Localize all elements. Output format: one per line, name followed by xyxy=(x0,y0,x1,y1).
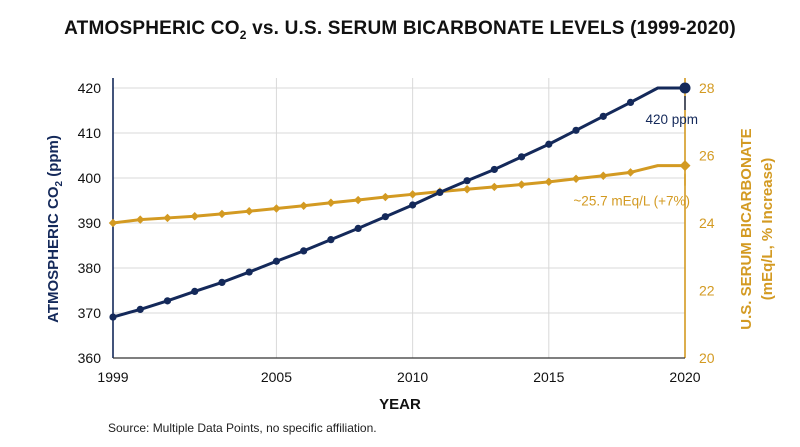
annotations: 420 ppm ~25.7 mEq/L (+7%) xyxy=(573,96,698,209)
chart-title: ATMOSPHERIC CO2 vs. U.S. SERUM BICARBONA… xyxy=(64,18,736,42)
co2-point xyxy=(163,297,172,305)
bicarb-point xyxy=(408,190,417,199)
bicarb-point xyxy=(571,174,581,183)
y-tick-label-left: 420 xyxy=(78,80,102,96)
bicarb-point xyxy=(381,192,390,202)
annotation-co2-420ppm: 420 ppm xyxy=(645,112,698,127)
co2-point xyxy=(436,188,444,196)
bicarb-point xyxy=(353,195,363,205)
bicarb-point xyxy=(599,171,608,180)
co2-point xyxy=(381,213,389,221)
annotation-bicarb-25-7: ~25.7 mEq/L (+7%) xyxy=(573,194,690,209)
co2-point xyxy=(354,224,362,232)
y-ticks-right: 20 22 24 26 28 xyxy=(699,80,715,366)
co2-point xyxy=(327,236,335,244)
bicarb-point xyxy=(108,218,118,228)
x-tick-label: 1999 xyxy=(97,369,128,385)
x-axis-label: YEAR xyxy=(379,396,421,413)
y-tick-label-left: 410 xyxy=(78,125,102,141)
bicarb-line xyxy=(112,164,685,225)
co2-point xyxy=(517,153,526,161)
bicarb-point xyxy=(626,168,635,177)
bicarb-point xyxy=(326,198,336,207)
bicarb-point xyxy=(462,185,472,194)
co2-point xyxy=(679,82,691,94)
bicarb-point xyxy=(272,204,281,213)
co2-point xyxy=(245,268,253,276)
x-tick-label: 2015 xyxy=(533,369,564,385)
source-note: Source: Multiple Data Points, no specifi… xyxy=(108,421,377,435)
x-tick-label: 2005 xyxy=(261,369,292,385)
co2-point xyxy=(572,126,580,134)
y-ticks-left: 360 370 380 390 400 410 420 xyxy=(78,80,102,366)
bicarb-point xyxy=(679,160,691,172)
x-tick-label: 2020 xyxy=(669,369,700,385)
bicarb-point xyxy=(163,213,172,223)
y-tick-label-right: 22 xyxy=(699,283,715,299)
x-tick-label: 2010 xyxy=(397,369,428,385)
y-tick-label-right: 26 xyxy=(699,148,715,164)
y-tick-label-left: 360 xyxy=(78,350,102,366)
x-ticks: 1999 2005 2010 2015 2020 xyxy=(97,369,700,385)
co2-point xyxy=(272,257,281,265)
y-tick-label-left: 390 xyxy=(78,215,102,231)
y-tick-label-right: 28 xyxy=(699,80,715,96)
co2-point xyxy=(218,278,226,286)
co2-point xyxy=(490,165,498,174)
series-co2 xyxy=(109,82,691,321)
y-tick-label-right: 20 xyxy=(699,350,715,366)
series-bicarbonate xyxy=(108,160,691,228)
y-tick-label-left: 400 xyxy=(78,170,102,186)
y-axis-label-right-line1: U.S. SERUM BICARBONATE xyxy=(738,128,755,329)
bicarb-point xyxy=(490,182,499,192)
co2-point xyxy=(626,98,635,106)
co2-point xyxy=(136,305,144,313)
bicarb-point xyxy=(217,209,227,219)
y-axis-label-left: ATMOSPHERIC CO2 (ppm) xyxy=(45,135,65,323)
bicarb-point xyxy=(190,212,199,221)
y-tick-label-left: 370 xyxy=(78,305,102,321)
co2-point xyxy=(545,140,553,148)
bicarb-point xyxy=(544,177,554,187)
bicarb-point xyxy=(299,201,308,210)
co2-point xyxy=(300,247,308,255)
axes xyxy=(112,78,686,359)
co2-point xyxy=(191,287,199,295)
co2-point xyxy=(409,201,417,209)
y-axis-label-right-line2: (mEq/L, % Increase) xyxy=(759,158,776,301)
bicarb-point xyxy=(517,180,526,189)
y-tick-label-right: 24 xyxy=(699,215,715,231)
bicarb-point xyxy=(244,206,254,216)
co2-point xyxy=(463,177,471,185)
co2-point xyxy=(599,112,607,120)
bicarb-point xyxy=(136,215,145,224)
y-tick-label-left: 380 xyxy=(78,260,102,276)
co2-line xyxy=(112,86,685,319)
co2-point xyxy=(109,313,117,321)
